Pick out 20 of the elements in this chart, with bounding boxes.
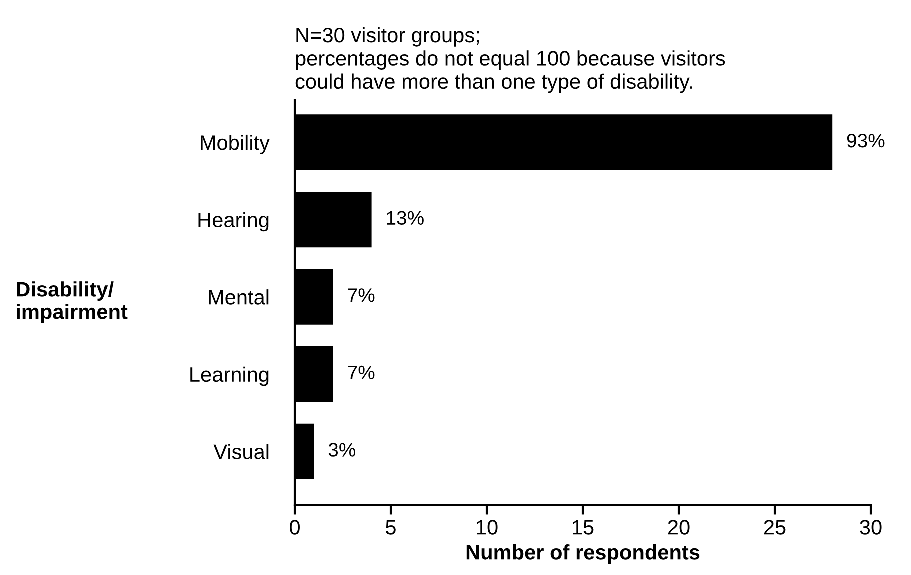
x-axis-title: Number of respondents: [466, 544, 700, 564]
x-tick-label: 5: [386, 520, 396, 535]
x-tick-label: 15: [573, 520, 594, 535]
y-tick-label: Mental: [209, 290, 269, 305]
annotation: 7%: [348, 366, 375, 380]
x-tick-label: 0: [290, 520, 300, 535]
y-tick-label: Hearing: [198, 212, 269, 232]
annotation: 93%: [847, 134, 885, 148]
annotation: 7%: [348, 288, 375, 302]
y-axis-title: Disability/ impairment: [17, 282, 128, 324]
y-tick-label: Visual: [214, 444, 269, 460]
x-tick-label: 10: [477, 520, 498, 535]
x-tick-label: 25: [764, 520, 786, 535]
annotation: 3%: [328, 443, 356, 457]
chart-title: N=30 visitor groups; percentages do not equal 100 because visitors could have more than one type of disability.: [296, 27, 726, 94]
x-tick-label: 30: [860, 520, 882, 535]
annotation: 13%: [387, 211, 424, 226]
x-tick-label: 20: [668, 520, 690, 535]
y-tick-label: Mobility: [201, 134, 270, 154]
y-tick-label: Learning: [190, 366, 269, 386]
